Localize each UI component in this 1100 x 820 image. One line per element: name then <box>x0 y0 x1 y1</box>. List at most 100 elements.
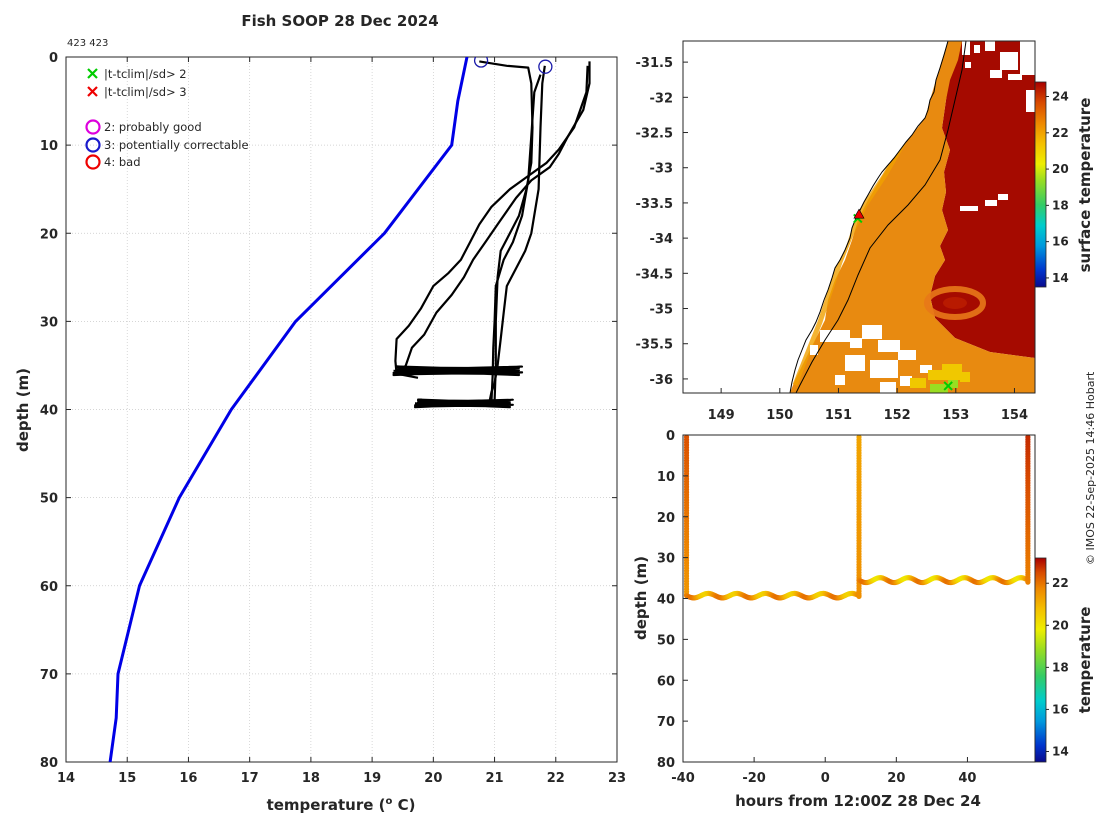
y-tick-label: 50 <box>40 492 58 507</box>
map-x-tick-label: 149 <box>708 408 735 423</box>
flag-3-circle <box>538 59 553 74</box>
timeseries-points <box>683 435 1031 601</box>
chart-subtitle: 423 423 <box>67 38 108 49</box>
colorbar-tick-label: 24 <box>1052 90 1069 104</box>
map-shelf-water <box>790 41 1035 393</box>
flag-3-circle <box>473 57 489 68</box>
chart-title: Fish SOOP 28 Dec 2024 <box>241 12 438 30</box>
x-tick-label: 19 <box>363 771 381 786</box>
ts-y-tick-label: 40 <box>657 593 675 608</box>
y-tick-label: 0 <box>49 51 58 66</box>
ts-point <box>856 593 862 600</box>
legend-label: 2: probably good <box>104 120 202 134</box>
map-coastline <box>789 41 949 393</box>
map-colorbar-label: surface temperature <box>1076 98 1094 273</box>
map-y-tick-label: -33.5 <box>636 197 673 212</box>
x-tick-label: 16 <box>179 771 197 786</box>
ts-y-tick-label: 0 <box>666 429 675 444</box>
colorbar-tick-label: 14 <box>1052 271 1069 285</box>
y-tick-label: 30 <box>40 315 58 330</box>
timeseries-x-label: hours from 12:00Z 28 Dec 24 <box>735 792 981 810</box>
colorbar-tick-label: 18 <box>1052 660 1069 674</box>
legend-label: |t-tclim|/sd> 3 <box>104 85 187 99</box>
ts-x-tick-label: 40 <box>958 771 976 786</box>
map-y-tick-label: -36 <box>650 373 674 388</box>
y-axis-label: depth (m) <box>14 368 32 452</box>
legend-label: |t-tclim|/sd> 2 <box>104 67 187 81</box>
cross-stroke <box>943 381 953 391</box>
map-colorbar-ticks: 24 22 20 18 16 14 <box>1046 90 1069 285</box>
x-tick-label: 15 <box>118 771 136 786</box>
colorbar-tick-label: 20 <box>1052 162 1069 176</box>
map-x-tick-label: 150 <box>766 408 793 423</box>
legend-entry-flag2: 2: probably good <box>85 119 202 135</box>
colorbar-tick-label: 14 <box>1052 744 1069 758</box>
colorbar-tick-label: 16 <box>1052 702 1069 716</box>
map-x-tick-label: 153 <box>942 408 969 423</box>
profile-x-ticks: 14 15 16 17 18 19 20 21 22 23 <box>57 57 626 786</box>
x-tick-label: 20 <box>424 771 442 786</box>
profile-series <box>108 57 591 762</box>
profile-y-ticks: 0 10 20 30 40 50 60 70 80 <box>40 51 617 771</box>
ts-x-tick-label: 20 <box>887 771 905 786</box>
colorbar-tick-label: 22 <box>1052 576 1069 590</box>
y-tick-label: 70 <box>40 668 58 683</box>
map-cloud-patches-shelf <box>810 325 932 393</box>
y-tick-label: 20 <box>40 227 58 242</box>
timeseries-y-label: depth (m) <box>632 556 650 640</box>
map-isobath <box>795 41 967 393</box>
timeseries-y-ticks: 0 10 20 30 40 50 60 70 80 <box>657 429 688 771</box>
x-tick-label: 22 <box>547 771 565 786</box>
map-y-tick-label: -34.5 <box>636 267 673 282</box>
map-land <box>683 41 948 393</box>
profile-line <box>488 65 546 401</box>
profile-flag-circles <box>473 57 553 74</box>
x-tick-label: 21 <box>486 771 504 786</box>
map-eddy-core <box>943 297 967 309</box>
ts-y-tick-label: 70 <box>657 715 675 730</box>
x-axis-label-degree: o <box>385 796 392 807</box>
map-y-ticks: -31.5 -32 -32.5 -33 -33.5 -34 -34.5 -35 -35.5 -36 <box>636 56 688 388</box>
ts-y-tick-label: 60 <box>657 674 675 689</box>
ts-y-tick-label: 20 <box>657 511 675 526</box>
timeseries-x-ticks: -40 -20 0 20 40 <box>671 757 976 786</box>
legend-entry-sd2: |t-tclim|/sd> 2 <box>87 67 187 81</box>
map-y-tick-label: -31.5 <box>636 56 673 71</box>
profile-line <box>479 60 534 401</box>
map-y-tick-label: -32.5 <box>636 127 673 142</box>
timeseries-colorbar-label: temperature <box>1076 607 1094 714</box>
legend-entry-flag3: 3: potentially correctable <box>85 137 249 153</box>
ts-x-tick-label: -40 <box>671 771 695 786</box>
profile-plot: Fish SOOP 28 Dec 2024 423 423 14 15 16 17 18… <box>14 12 626 814</box>
legend-entry-flag4: 4: bad <box>85 154 141 170</box>
sst-map-plot: 149 150 151 152 153 154 -31.5 -32 -32.5 -33 -33.5… <box>636 40 1094 423</box>
timeseries-colorbar-ticks: 22 20 18 16 14 <box>1046 576 1069 758</box>
green-cross-icon <box>943 381 953 391</box>
x-tick-label: 17 <box>241 771 259 786</box>
green-cross-icon <box>87 68 98 79</box>
map-colorbar <box>1034 81 1047 288</box>
colorbar-tick-label: 18 <box>1052 198 1069 212</box>
timeseries-colorbar <box>1034 557 1047 763</box>
x-axis-label-unit: C) <box>392 796 415 814</box>
map-y-tick-label: -34 <box>650 232 674 247</box>
ts-y-tick-label: 80 <box>657 756 675 771</box>
credit-text: © IMOS 22-Sep-2025 14:46 Hobart <box>1084 371 1097 565</box>
profile-line <box>394 65 589 375</box>
legend-entry-sd3: |t-tclim|/sd> 3 <box>87 85 187 99</box>
profile-oscillation <box>414 398 514 409</box>
timeseries-plot: -40 -20 0 20 40 0 10 20 30 40 50 60 70 80 hours from… <box>632 429 1094 810</box>
magenta-circle-icon <box>85 119 101 135</box>
map-x-tick-label: 154 <box>1001 408 1028 423</box>
legend-label: 3: potentially correctable <box>104 138 249 152</box>
map-yellow-patches <box>910 364 970 388</box>
map-y-tick-label: -35.5 <box>636 338 673 353</box>
map-cloud-patches-top <box>960 41 1035 211</box>
ts-x-tick-label: 0 <box>821 771 830 786</box>
map-x-tick-label: 151 <box>825 408 852 423</box>
ts-x-tick-label: -20 <box>742 771 766 786</box>
climatology-line <box>108 57 469 762</box>
legend: |t-tclim|/sd> 2 |t-tclim|/sd> 3 2: proba… <box>85 67 249 170</box>
colorbar-tick-label: 16 <box>1052 235 1069 249</box>
red-triangle-icon <box>853 208 865 219</box>
